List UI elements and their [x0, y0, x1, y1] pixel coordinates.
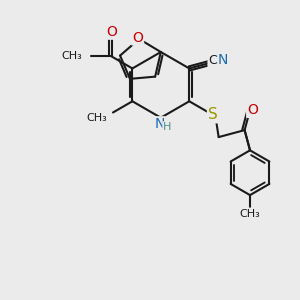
Text: CH₃: CH₃	[87, 113, 108, 123]
Text: CH₃: CH₃	[240, 208, 260, 219]
Text: S: S	[208, 107, 218, 122]
Text: O: O	[247, 103, 258, 117]
Text: O: O	[132, 31, 143, 44]
Text: N: N	[218, 53, 228, 67]
Text: H: H	[163, 122, 172, 132]
Text: N: N	[154, 117, 164, 131]
Text: CH₃: CH₃	[62, 52, 82, 61]
Text: C: C	[208, 54, 217, 68]
Text: O: O	[106, 25, 117, 39]
